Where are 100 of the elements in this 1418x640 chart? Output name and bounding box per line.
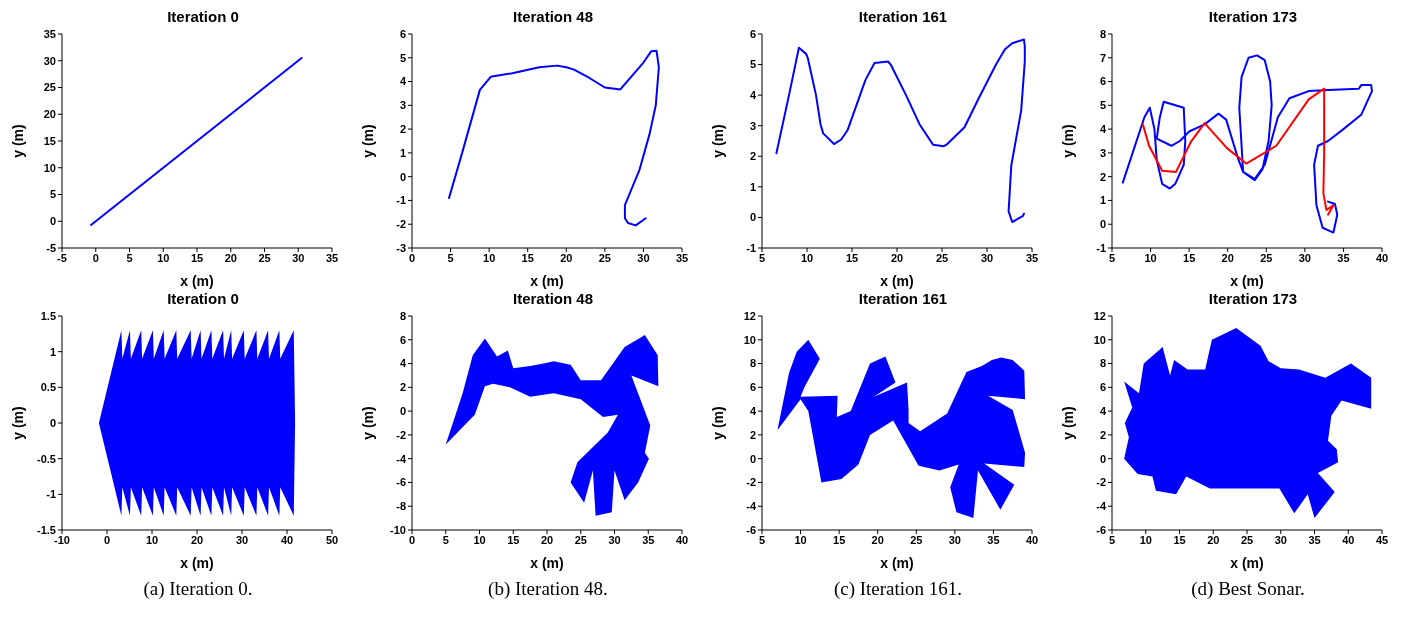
y-tick-label: 6 (1099, 75, 1106, 88)
x-axis-title: x (m) (880, 273, 914, 289)
y-tick-label: 3 (749, 119, 756, 132)
y-tick-label: 5 (1099, 99, 1106, 112)
y-tick-label: 6 (399, 333, 406, 346)
text: (d) Best Sonar. (1190, 578, 1306, 600)
y-tick-label: 0 (749, 211, 756, 224)
x-axis-title: x (m) (1230, 273, 1264, 289)
x-tick-label: 10 (794, 533, 807, 546)
chart-title: Iteration 173 (1207, 290, 1299, 309)
x-tick-label: 20 (871, 533, 884, 546)
x-tick-label: 30 (637, 251, 650, 264)
x-tick-label: 10 (800, 251, 814, 264)
x-axis-title: x (m) (530, 273, 564, 289)
y-tick-label: 1.5 (40, 309, 56, 322)
y-tick-label: 25 (43, 81, 56, 94)
text: (c) Iteration 161. (832, 578, 964, 600)
x-axis-title: x (m) (1230, 555, 1264, 571)
x-tick-label: 30 (292, 251, 305, 264)
y-tick-label: 7 (1099, 51, 1106, 64)
y-tick-label: 4 (749, 89, 757, 102)
y-axis-title: y (m) (1059, 406, 1076, 440)
line-series (775, 38, 1026, 224)
y-tick-label: 0 (1099, 218, 1106, 231)
x-tick-label: 25 (258, 251, 271, 264)
x-tick-label: 50 (325, 533, 339, 546)
x-tick-label: 40 (280, 533, 294, 546)
y-tick-label: 8 (1099, 27, 1106, 40)
y-tick-label: 0 (49, 215, 56, 228)
chart-title: Iteration 161 (857, 290, 949, 309)
x-tick-label: 30 (1298, 251, 1311, 264)
x-tick-label: 5 (442, 533, 449, 546)
y-tick-label: 10 (743, 333, 756, 346)
x-tick-label: 10 (483, 251, 496, 264)
x-tick-label: 35 (325, 251, 339, 264)
x-tick-label: 5 (447, 251, 454, 264)
x-tick-label: 15 (1173, 533, 1186, 546)
y-tick-label: -1 (1096, 241, 1106, 254)
x-tick-label: 30 (948, 533, 961, 546)
y-axis-title: y (m) (359, 406, 376, 440)
x-tick-label: 25 (935, 251, 949, 264)
chart-title: Iteration 48 (512, 8, 594, 27)
chart-title: Iteration 0 (166, 290, 240, 309)
x-tick-label: 30 (980, 251, 994, 264)
x-tick-label: 0 (408, 251, 416, 264)
y-tick-label: -2 (1096, 476, 1106, 489)
x-tick-label: 20 (1221, 251, 1234, 264)
x-tick-label: 40 (1342, 533, 1355, 546)
x-axis-title: x (m) (180, 555, 214, 571)
y-tick-label: 0 (749, 452, 756, 465)
x-tick-label: 30 (1274, 533, 1287, 546)
y-tick-label: 5 (49, 188, 56, 201)
text: (b) Iteration 48. (487, 578, 609, 600)
y-tick-label: 10 (43, 161, 56, 174)
y-tick-label: 0 (1099, 452, 1106, 465)
y-tick-label: 0.5 (40, 381, 56, 394)
y-tick-label: -2 (396, 218, 406, 231)
y-tick-label: 35 (43, 27, 56, 40)
y-tick-label: 6 (749, 27, 756, 40)
x-tick-label: 35 (1025, 251, 1039, 264)
x-tick-label: 15 (190, 251, 204, 264)
y-tick-label: 3 (1099, 146, 1106, 159)
x-tick-label: 20 (560, 251, 573, 264)
x-tick-label: 0 (103, 533, 111, 546)
chart-title: Iteration 173 (1207, 8, 1299, 27)
x-tick-label: 5 (1108, 533, 1116, 546)
y-tick-label: -2 (746, 476, 756, 489)
x-tick-label: 35 (675, 251, 689, 264)
x-tick-label: -5 (57, 251, 67, 264)
x-tick-label: 5 (1108, 251, 1116, 264)
x-tick-label: 25 (574, 533, 587, 546)
y-tick-label: 0 (49, 416, 56, 429)
y-tick-label: -6 (396, 476, 406, 489)
y-tick-label: 8 (399, 309, 406, 322)
x-axis-title: x (m) (880, 555, 914, 571)
y-tick-label: -1.5 (37, 523, 56, 536)
x-tick-label: 15 (833, 533, 846, 546)
chart-title: Iteration 48 (512, 290, 594, 309)
x-tick-label: 15 (507, 533, 520, 546)
x-axis-title: x (m) (530, 555, 564, 571)
x-tick-label: 0 (92, 251, 99, 264)
x-tick-label: 10 (1139, 533, 1152, 546)
text: (a) Iteration 0. (142, 578, 254, 600)
y-axis-title: y (m) (359, 124, 376, 158)
x-tick-label: 5 (126, 251, 133, 264)
x-tick-label: 20 (1207, 533, 1220, 546)
y-tick-label: -3 (396, 241, 406, 254)
x-tick-label: 40 (1025, 533, 1039, 546)
y-tick-label: 4 (1099, 123, 1107, 136)
y-tick-label: -6 (1096, 523, 1106, 536)
y-axis-title: y (m) (9, 124, 26, 158)
y-tick-label: -8 (396, 500, 406, 513)
y-tick-label: 1 (749, 180, 756, 193)
x-tick-label: 20 (540, 533, 554, 546)
y-tick-label: 8 (1099, 357, 1106, 370)
x-tick-label: 20 (190, 533, 204, 546)
y-tick-label: 2 (1099, 170, 1106, 183)
x-tick-label: 5 (758, 251, 766, 264)
x-tick-label: 35 (1308, 533, 1321, 546)
x-tick-label: 40 (675, 533, 689, 546)
